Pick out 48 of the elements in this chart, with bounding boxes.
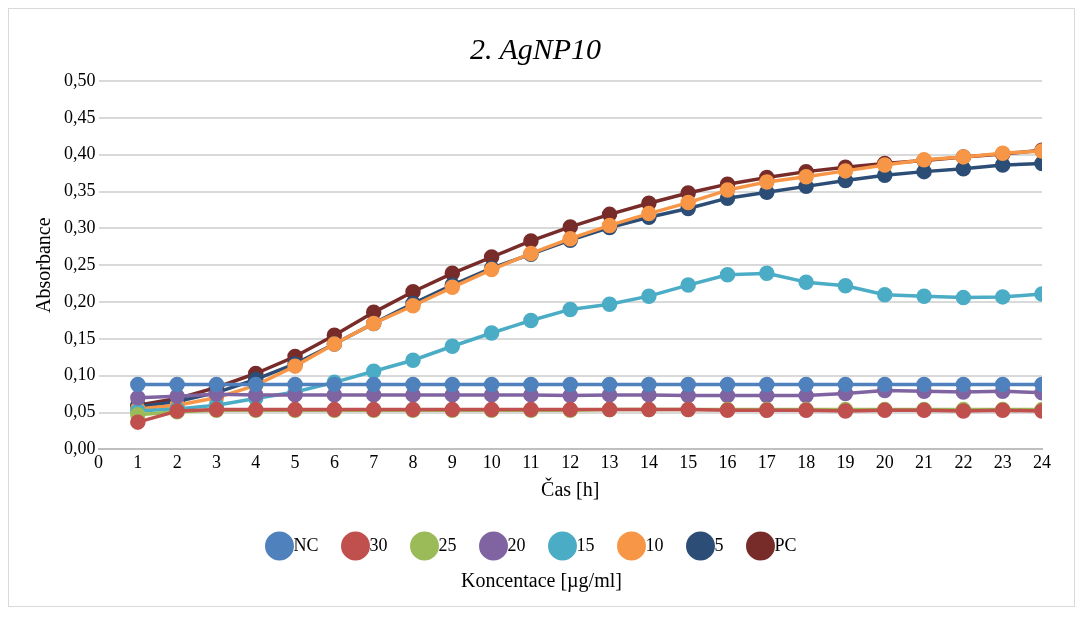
legend-label: 15: [576, 534, 595, 555]
legend-label: 25: [438, 534, 457, 555]
legend-label: 10: [645, 534, 664, 555]
legend-label: 30: [369, 534, 388, 555]
x-tick-label: 14: [639, 451, 658, 472]
x-tick-label: 20: [875, 451, 894, 472]
x-tick-label: 7: [369, 451, 379, 472]
y-axis-title: Absorbance: [32, 217, 55, 313]
legend-title: Koncentace [µg/ml]: [460, 569, 623, 594]
x-tick-label: 19: [836, 451, 855, 472]
legend-label: 20: [507, 534, 526, 555]
x-tick-label: 9: [447, 451, 457, 472]
legend-label: PC: [774, 534, 797, 555]
chart-title: 2. AgNP10: [469, 31, 602, 65]
x-tick-label: 15: [679, 451, 698, 472]
y-tick-label: 0,30: [64, 217, 96, 238]
x-tick-label: 1: [133, 451, 143, 472]
x-tick-label: 12: [561, 451, 580, 472]
legend-label: 5: [714, 534, 724, 555]
y-tick-label: 0,35: [64, 180, 96, 201]
y-tick-label: 0,05: [64, 401, 96, 422]
x-tick-label: 10: [482, 451, 501, 472]
x-tick-label: 5: [290, 451, 300, 472]
x-tick-label: 2: [172, 451, 182, 472]
y-tick-label: 0,10: [64, 364, 96, 385]
y-tick-label: 0,15: [64, 327, 96, 348]
y-tick-label: 0,40: [64, 143, 96, 164]
x-tick-label: 8: [408, 451, 418, 472]
x-tick-label: 3: [211, 451, 221, 472]
x-tick-label: 13: [600, 451, 619, 472]
y-tick-label: 0,50: [64, 69, 96, 90]
y-tick-label: 0,20: [64, 290, 96, 311]
x-axis-title: Čas [h]: [541, 477, 600, 501]
x-tick-label: 21: [915, 451, 934, 472]
x-tick-label: 24: [1033, 451, 1051, 472]
x-tick-label: 22: [954, 451, 973, 472]
x-tick-label: 23: [993, 451, 1012, 472]
x-tick-label: 0: [94, 451, 103, 472]
y-tick-label: 0,45: [64, 106, 96, 127]
y-tick-label: 0,00: [64, 438, 96, 459]
x-tick-label: 18: [797, 451, 816, 472]
x-tick-label: 17: [757, 451, 776, 472]
x-tick-label: 4: [251, 451, 261, 472]
legend-label: NC: [293, 534, 319, 555]
x-tick-label: 16: [718, 451, 737, 472]
x-tick-label: 11: [522, 451, 540, 472]
y-tick-label: 0,25: [64, 253, 96, 274]
x-tick-label: 6: [329, 451, 339, 472]
